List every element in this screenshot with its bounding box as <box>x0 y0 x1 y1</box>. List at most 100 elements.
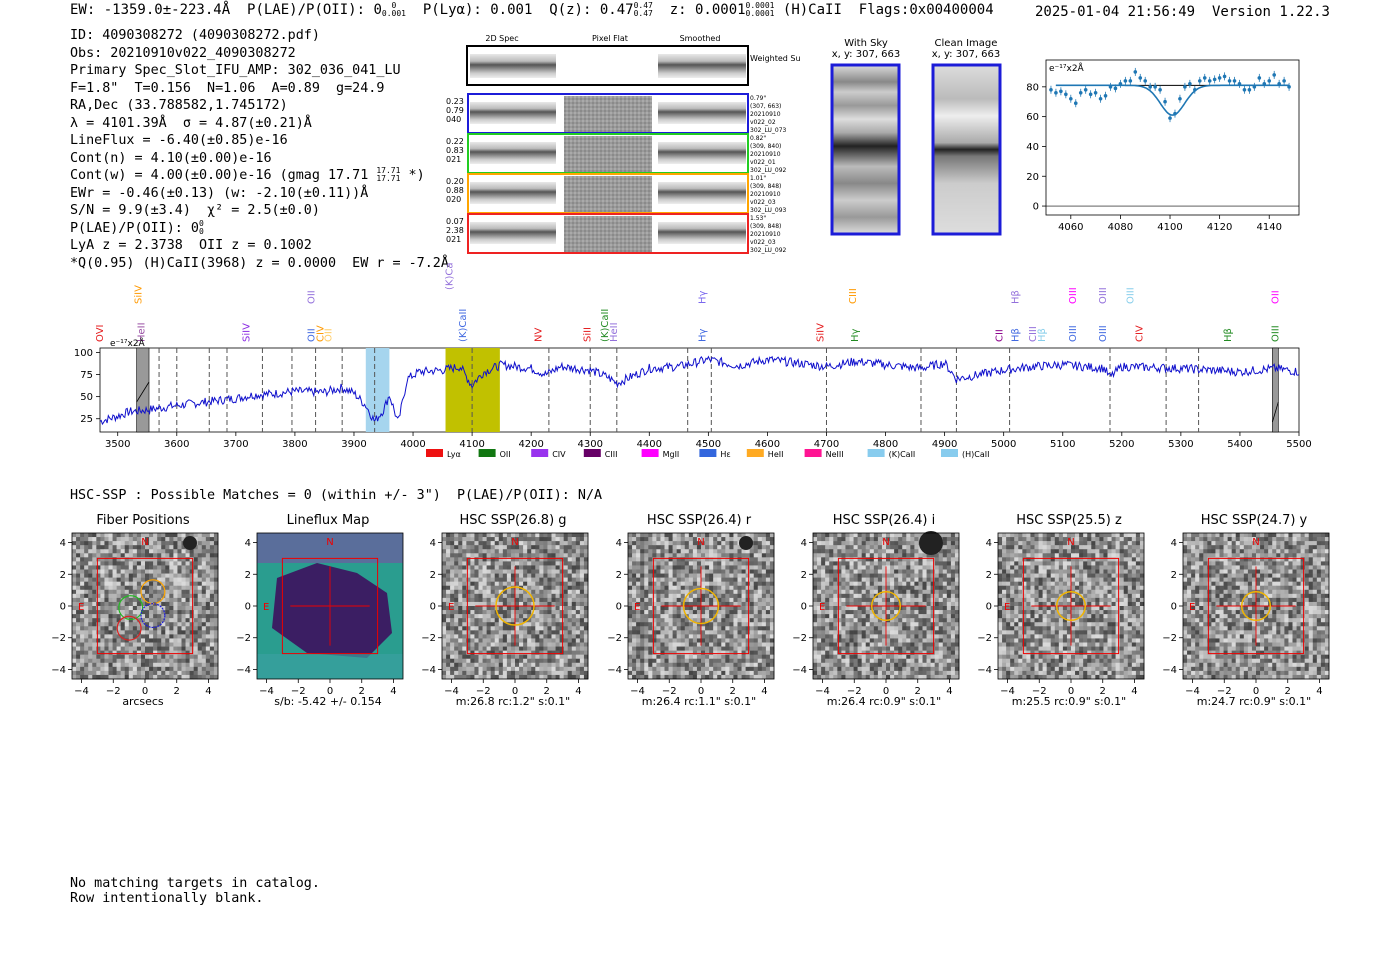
pixel <box>741 654 746 660</box>
pixel <box>672 662 677 668</box>
pixel <box>450 646 455 651</box>
pixel <box>205 670 211 676</box>
pixel <box>567 561 573 566</box>
pixel <box>721 618 726 623</box>
pixel <box>193 646 199 651</box>
pixel <box>539 618 544 623</box>
pixel <box>555 662 560 668</box>
pixel <box>145 638 150 643</box>
pixel <box>680 557 686 562</box>
pixel <box>124 581 130 587</box>
pixel <box>474 593 479 599</box>
pixel <box>757 642 763 647</box>
pixel <box>725 577 730 582</box>
pixel <box>547 626 552 631</box>
pixel <box>108 593 113 599</box>
pixel <box>696 573 702 578</box>
pixel <box>930 553 935 558</box>
pixel <box>942 561 948 566</box>
pixel <box>652 597 657 603</box>
pixel <box>157 622 162 627</box>
pixel <box>120 646 126 651</box>
pixel <box>765 630 771 635</box>
pixel <box>120 634 126 639</box>
zoom-point <box>1257 76 1262 80</box>
aperture-circle <box>495 586 535 626</box>
line-id-CIV: CIV <box>1135 325 1146 342</box>
pixel <box>640 565 645 570</box>
pixel <box>547 573 552 578</box>
pixel <box>547 541 552 546</box>
pixel <box>709 642 714 647</box>
pixel <box>660 565 665 570</box>
pixel <box>153 573 158 578</box>
pixel <box>765 674 771 680</box>
pixel <box>640 549 645 554</box>
pixel <box>502 662 508 668</box>
pixel <box>124 618 130 623</box>
legend-label-3: CIII <box>605 450 618 459</box>
pixel <box>140 537 146 542</box>
pixel <box>729 561 734 566</box>
info-lineflux: LineFlux = -6.40(±0.85)e-16 <box>70 133 288 148</box>
pixel <box>765 610 771 615</box>
lineflux-bottom <box>257 654 403 679</box>
pixel <box>442 654 447 660</box>
pixel <box>197 597 203 603</box>
pixel <box>515 553 520 558</box>
pixel <box>128 565 134 570</box>
pixel <box>656 610 661 615</box>
legend-label-4: MgII <box>663 450 680 459</box>
pixel <box>769 565 775 570</box>
pixel <box>825 569 830 574</box>
pixel <box>153 674 158 680</box>
pixel <box>145 561 150 566</box>
pixel <box>510 593 516 599</box>
hsc-panel-label-0: arcsecs <box>122 695 164 708</box>
pixel <box>841 597 846 603</box>
pixel <box>660 573 665 578</box>
spec-xtick-label-3500: 3500 <box>105 439 130 450</box>
pixel <box>640 577 645 582</box>
pixel <box>765 666 771 672</box>
pixel <box>531 565 536 570</box>
pixel <box>705 593 710 599</box>
pixel <box>80 606 85 611</box>
pixel <box>446 593 451 599</box>
pixel <box>640 622 645 627</box>
pixel <box>640 573 645 578</box>
pixel <box>938 577 944 582</box>
pixel <box>865 593 871 599</box>
pixel <box>510 581 516 587</box>
pixel <box>684 601 690 607</box>
pixel <box>733 610 738 615</box>
pixel <box>757 581 763 587</box>
pixel <box>583 610 589 615</box>
pixel <box>853 557 858 562</box>
pixel <box>628 662 633 668</box>
pixel <box>729 630 734 635</box>
pixel <box>705 573 710 578</box>
info-params: F=1.8" T=0.156 N=1.06 A=0.89 g=24.9 <box>70 80 385 96</box>
pixel <box>567 601 573 607</box>
pixel <box>753 630 759 635</box>
pixel <box>506 573 512 578</box>
pixel <box>543 670 548 676</box>
pixel <box>494 553 500 558</box>
pixel <box>112 626 117 631</box>
pixel <box>733 557 738 562</box>
pixel <box>692 581 698 587</box>
pixel <box>684 618 690 623</box>
pixel <box>841 577 846 582</box>
pixel <box>76 646 81 651</box>
pixel <box>729 674 734 680</box>
pixel <box>454 618 459 623</box>
pixel <box>84 674 89 680</box>
pixel <box>140 618 146 623</box>
pixel <box>470 662 475 668</box>
pixel <box>567 630 573 635</box>
pixel <box>894 577 899 582</box>
pixel <box>660 634 665 639</box>
row-3-left-1: 2.38 <box>446 226 464 235</box>
pixel <box>506 662 512 668</box>
